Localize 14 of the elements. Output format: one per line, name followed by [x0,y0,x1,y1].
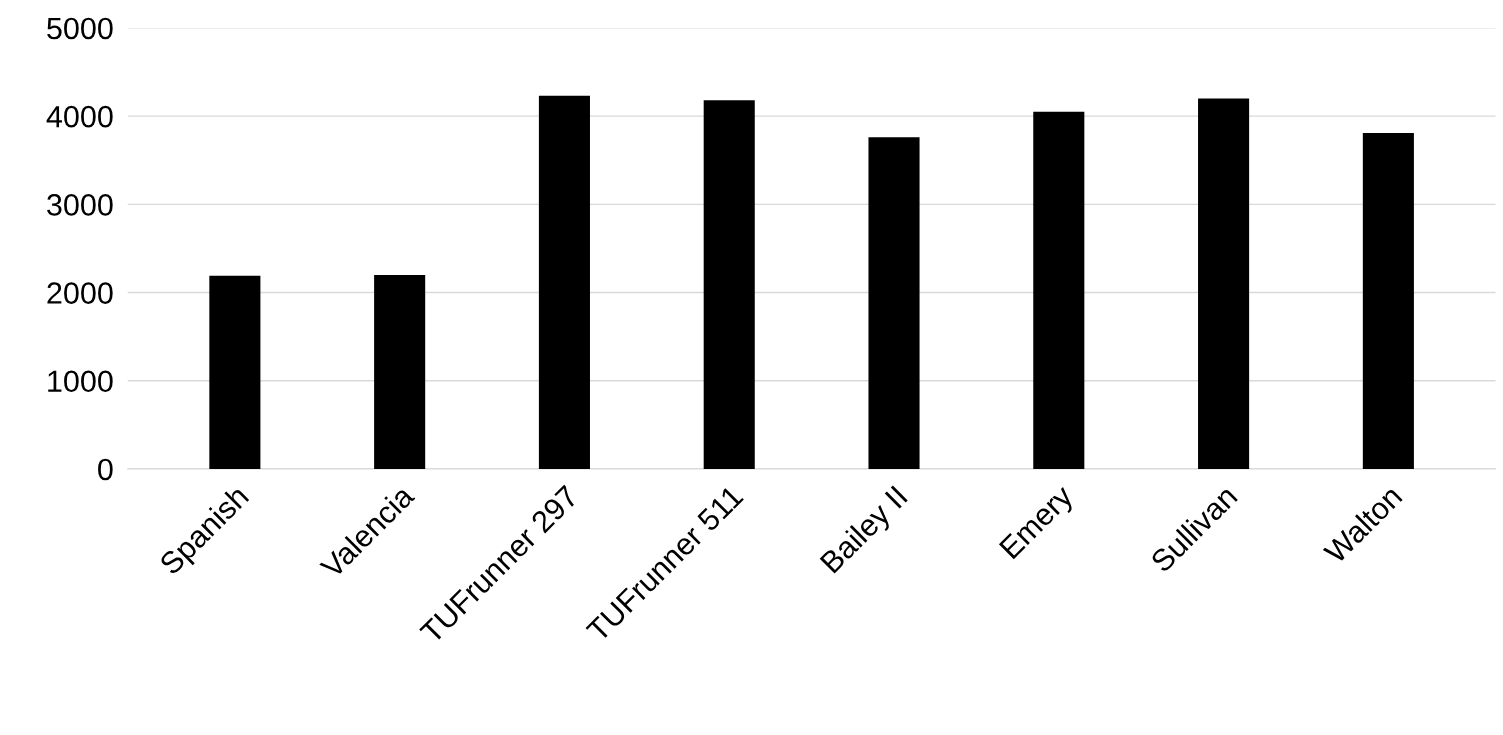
bar [868,137,920,469]
y-tick-label: 5000 [47,17,113,40]
bar [1033,111,1085,469]
bar [538,95,590,469]
bar [703,100,755,469]
bar [209,275,261,469]
y-tick-label: 1000 [48,370,113,393]
y-tick-label: 4000 [46,105,113,128]
bar [374,274,426,469]
y-tick-label: 0 [98,458,113,481]
bar [1198,98,1250,469]
y-tick-label: 3000 [47,194,113,216]
y-tick-label: 2000 [47,282,113,304]
bar [1362,132,1414,469]
